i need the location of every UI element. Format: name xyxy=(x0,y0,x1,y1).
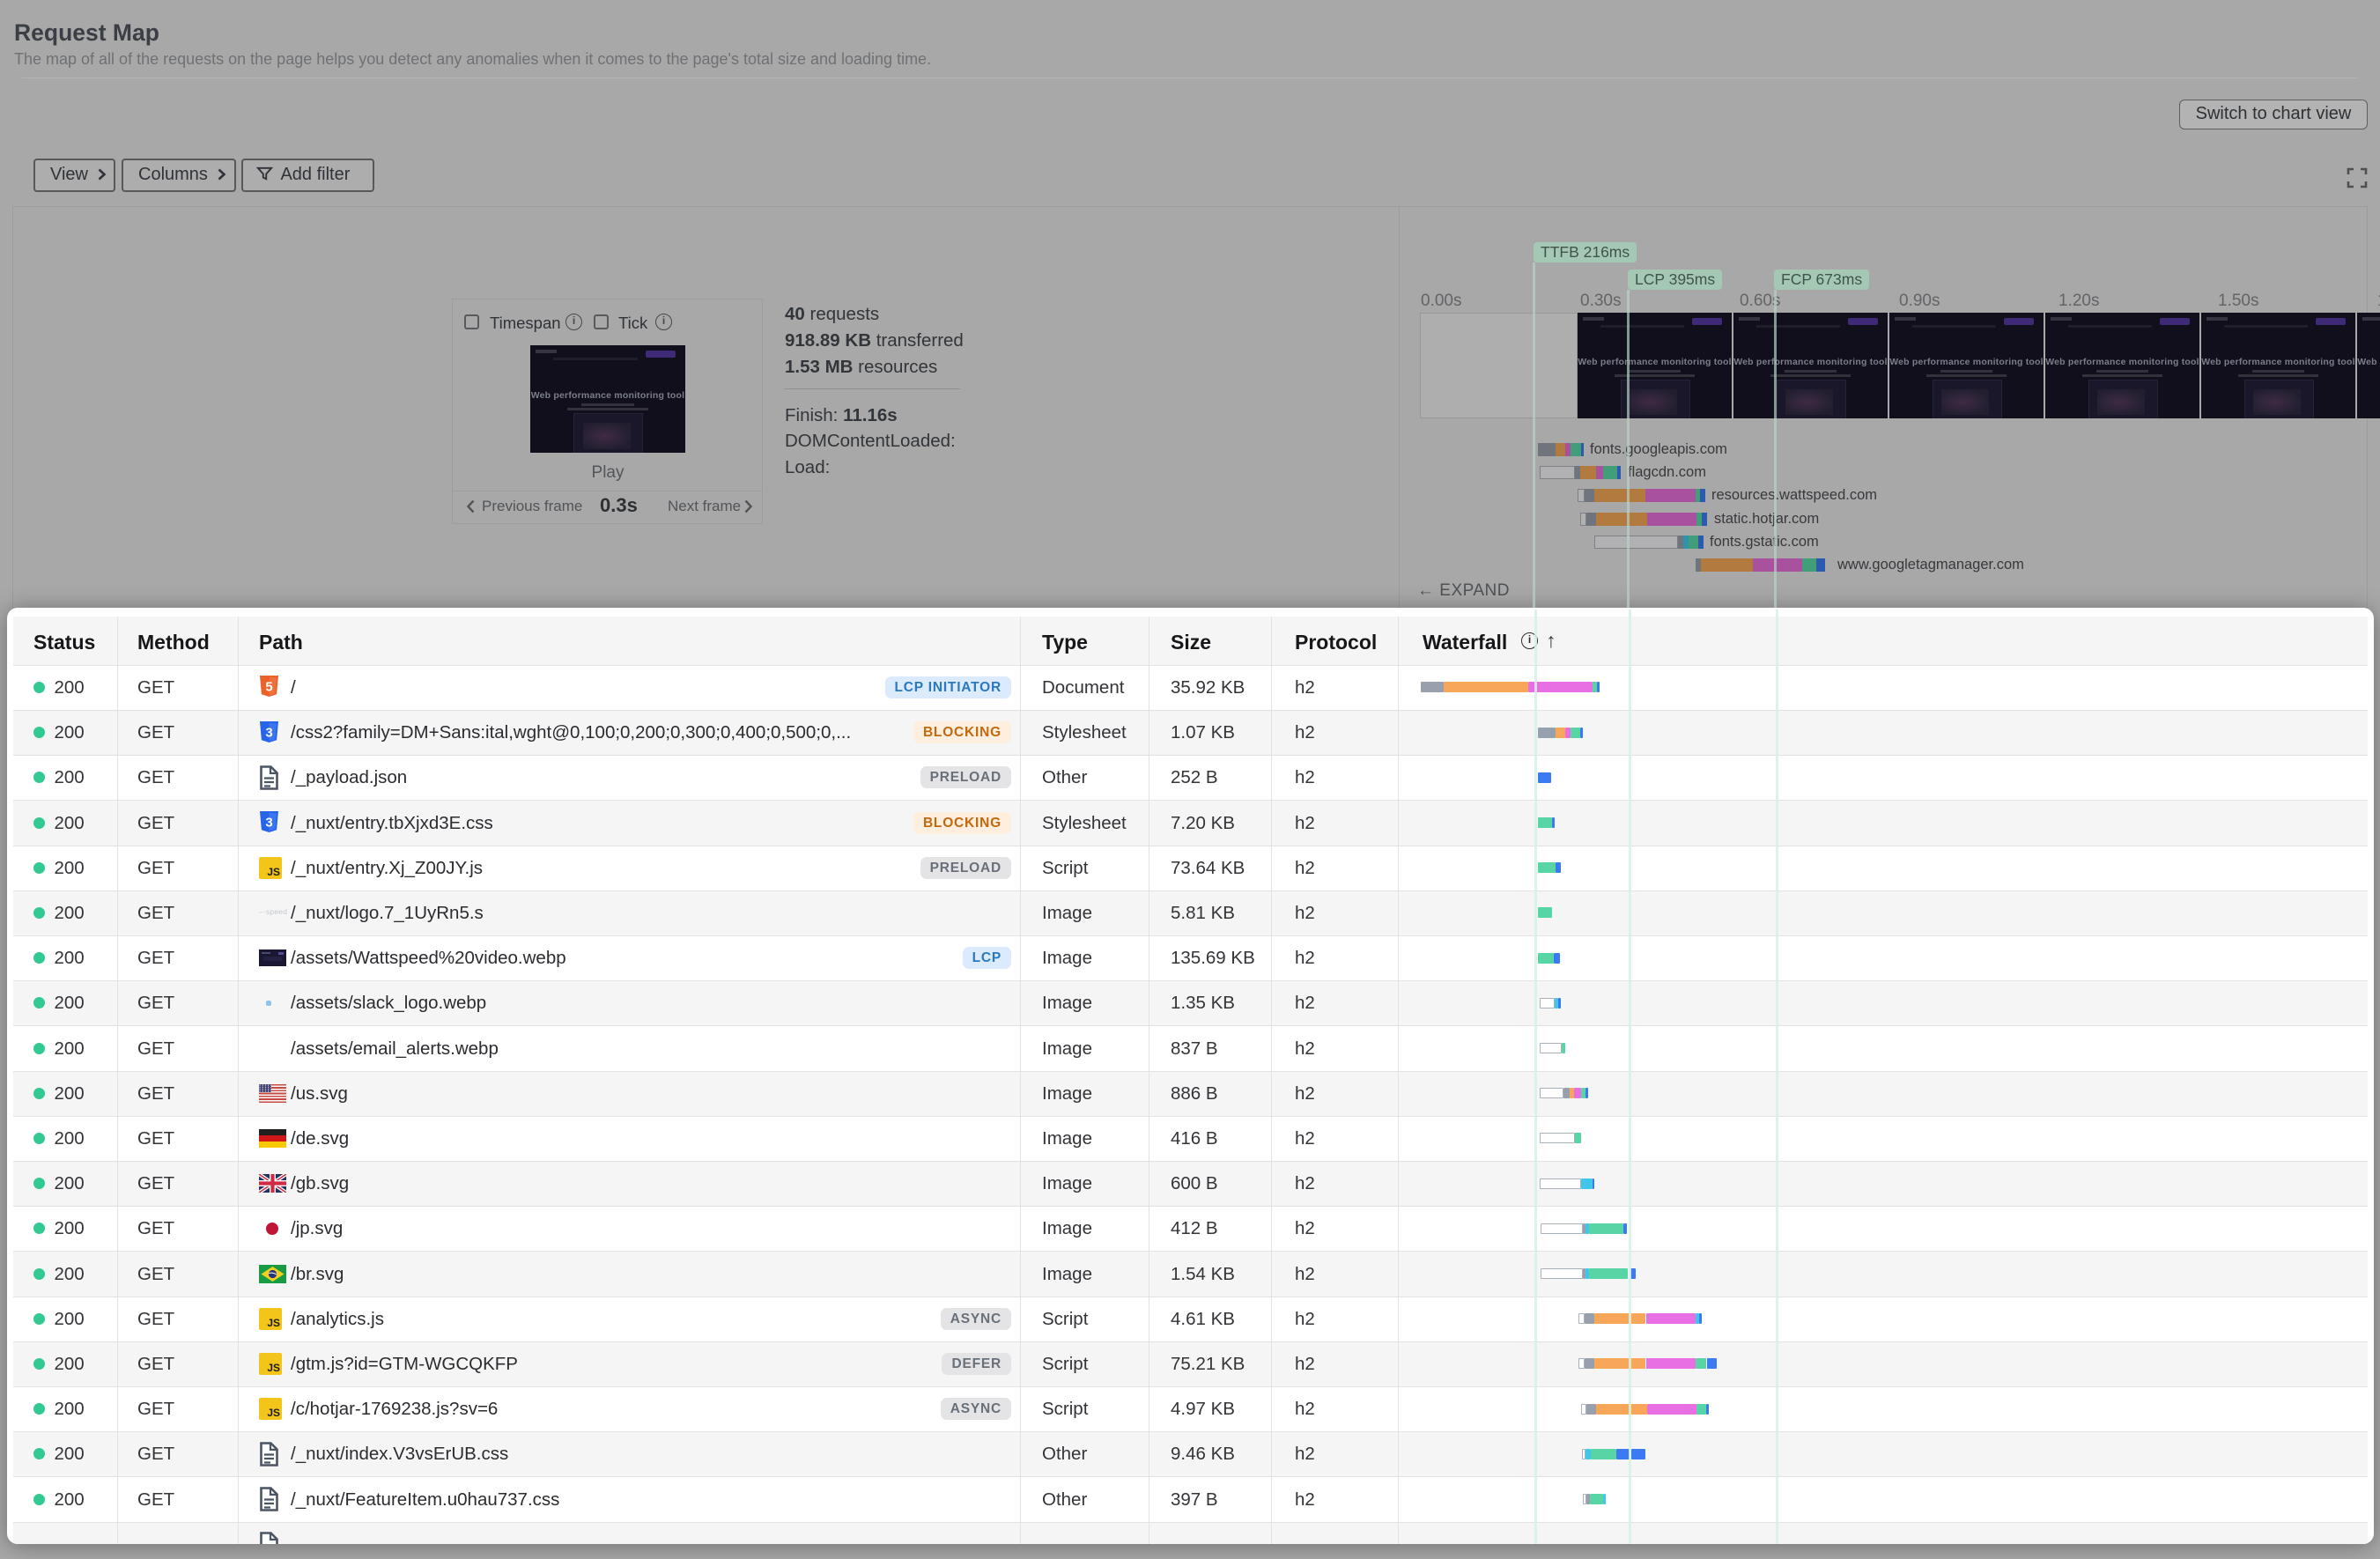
svg-text:3: 3 xyxy=(265,816,272,831)
svg-text:3: 3 xyxy=(265,725,272,740)
svg-text:5: 5 xyxy=(265,680,272,695)
